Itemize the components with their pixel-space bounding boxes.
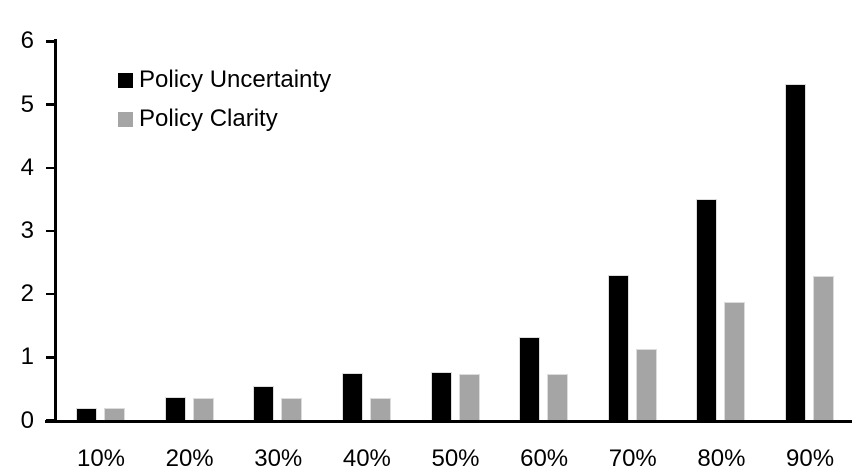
y-tick-2 [46,292,55,296]
legend-label-policy-uncertainty: Policy Uncertainty [139,66,332,93]
legend-swatch-policy-clarity [118,111,133,127]
bar-policy-clarity-80- [724,301,746,421]
y-axis-label-5: 5 [20,90,34,118]
y-axis-label-1: 1 [20,343,34,371]
bar-policy-uncertainty-90- [785,84,807,421]
y-tick-3 [46,229,55,233]
bar-policy-clarity-40- [369,397,391,421]
bar-policy-uncertainty-40- [341,373,363,421]
y-axis-label-6: 6 [20,27,34,55]
y-axis-label-2: 2 [20,280,34,308]
bar-policy-uncertainty-80- [696,199,718,421]
legend-swatch-policy-uncertainty [118,72,133,88]
x-axis-line [45,419,852,423]
bar-policy-uncertainty-10- [76,407,97,421]
bar-policy-clarity-10- [104,407,125,421]
y-tick-5 [46,103,55,106]
legend-item-policy-clarity: Policy Clarity [118,106,331,132]
x-axis-label-40-: 40% [342,445,391,472]
x-axis-label-30-: 30% [254,445,303,472]
bar-policy-uncertainty-20- [164,397,186,421]
x-axis-label-50-: 50% [431,445,480,472]
legend-item-policy-uncertainty: Policy Uncertainty [118,67,331,93]
bar-policy-clarity-90- [813,276,835,421]
y-tick-4 [46,166,55,170]
x-axis-label-60-: 60% [520,445,569,472]
bar-policy-clarity-20- [192,398,214,421]
y-axis-label-4: 4 [20,153,34,181]
y-axis-label-3: 3 [20,216,34,244]
y-tick-1 [46,356,55,359]
x-axis-label-90-: 90% [786,445,835,472]
legend-label-policy-clarity: Policy Clarity [139,105,278,132]
bar-policy-clarity-70- [635,349,657,421]
bar-policy-uncertainty-70- [607,275,629,421]
x-axis-label-10-: 10% [76,445,126,472]
bar-policy-uncertainty-30- [253,385,275,421]
bar-policy-clarity-30- [281,398,303,421]
y-tick-6 [46,40,55,43]
bar-policy-clarity-50- [458,373,480,421]
bar-policy-uncertainty-60- [519,337,541,421]
x-axis-label-70-: 70% [608,445,657,472]
x-axis-label-20-: 20% [165,445,214,472]
legend: Policy Uncertainty Policy Clarity [118,67,331,132]
bar-policy-uncertainty-50- [430,372,452,421]
y-axis-line [54,39,57,421]
y-axis-label-0: 0 [20,406,34,434]
bar-policy-clarity-60- [547,373,569,421]
x-axis-label-80-: 80% [697,445,746,472]
